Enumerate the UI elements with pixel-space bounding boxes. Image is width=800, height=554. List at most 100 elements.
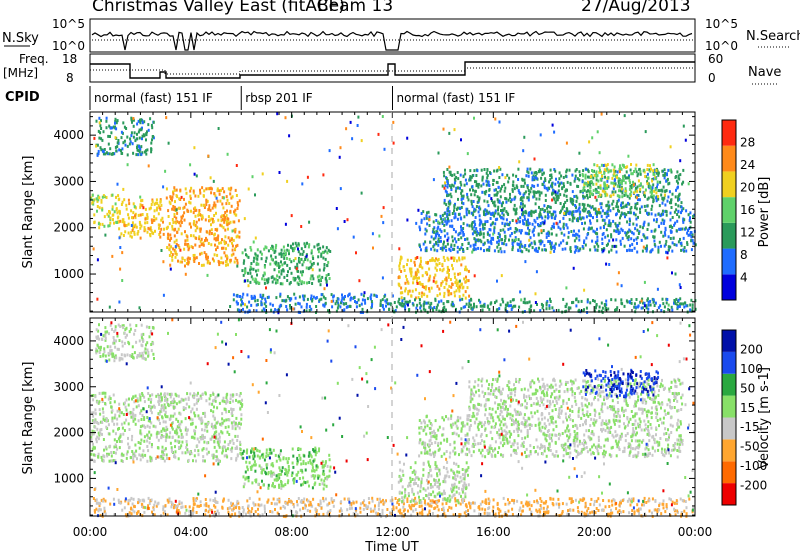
data-point (455, 284, 458, 287)
data-point (210, 223, 212, 227)
data-point (399, 291, 402, 295)
noise-point (417, 208, 420, 212)
noise-point (301, 182, 304, 186)
data-point (497, 212, 500, 216)
data-point (603, 226, 605, 229)
data-point (470, 306, 473, 310)
data-point (504, 222, 507, 226)
data-point (322, 256, 325, 260)
cpid-segments: normal (fast) 151 IF rbsp 201 IF normal (f… (89, 86, 515, 110)
data-point (583, 203, 586, 207)
data-point (100, 137, 103, 141)
data-point (444, 189, 447, 193)
data-point (385, 304, 387, 308)
data-point (214, 399, 217, 403)
data-point (543, 186, 546, 190)
data-point (430, 286, 433, 290)
data-point (158, 402, 161, 406)
data-point (544, 193, 547, 197)
data-point (517, 217, 520, 221)
data-point (150, 148, 153, 151)
data-point (260, 466, 263, 470)
data-point (187, 244, 190, 248)
data-point (475, 174, 478, 177)
data-point (161, 445, 164, 449)
data-point (403, 297, 406, 301)
data-point (146, 433, 149, 437)
data-point (687, 213, 690, 217)
data-point (615, 244, 618, 248)
data-point (420, 248, 422, 252)
data-point (304, 462, 307, 466)
data-point (292, 465, 295, 469)
data-point (306, 241, 308, 245)
data-point (138, 220, 141, 224)
data-point (503, 224, 506, 228)
data-point (144, 425, 147, 429)
data-point (100, 345, 102, 349)
data-point (297, 250, 300, 254)
noise-point (339, 146, 342, 150)
noise-point (602, 249, 605, 253)
data-point (101, 407, 104, 411)
data-point (393, 301, 396, 304)
data-point (150, 421, 153, 425)
data-point (629, 181, 632, 185)
data-point (291, 461, 294, 465)
freq-tick-bottom: 8 (66, 71, 74, 85)
data-point (184, 428, 187, 432)
data-point (205, 236, 207, 240)
data-point (604, 194, 607, 198)
noise-point (278, 171, 281, 174)
noise-point (433, 248, 436, 252)
data-point (136, 457, 138, 461)
data-point (581, 202, 584, 206)
data-point (195, 459, 197, 463)
data-point (299, 468, 302, 472)
data-point (146, 215, 149, 219)
data-point (552, 222, 555, 226)
data-point (118, 209, 121, 213)
data-point (317, 250, 320, 254)
data-point (132, 457, 135, 461)
data-point (608, 221, 611, 225)
data-point (263, 302, 266, 306)
data-point (490, 212, 493, 216)
data-point (227, 263, 229, 267)
data-point (513, 187, 516, 191)
data-point (647, 223, 650, 227)
data-point (131, 221, 134, 225)
data-point (438, 233, 440, 237)
data-point (474, 223, 477, 226)
data-point (487, 180, 490, 184)
data-point (434, 213, 437, 217)
data-point (478, 197, 481, 201)
data-point (614, 182, 617, 186)
data-point (236, 243, 239, 247)
data-point (183, 247, 186, 251)
data-point (254, 478, 257, 482)
data-point (649, 169, 652, 173)
data-point (482, 182, 485, 186)
data-point (464, 238, 466, 241)
data-point (224, 216, 227, 220)
noise-point (539, 133, 542, 137)
noise-point (514, 238, 517, 242)
noise-point (471, 250, 474, 254)
data-point (605, 299, 608, 303)
data-point (186, 243, 189, 247)
noise-point (442, 127, 445, 131)
noise-point (193, 172, 196, 176)
data-point (358, 304, 361, 308)
data-point (470, 202, 473, 206)
data-point (472, 200, 475, 203)
data-point (513, 197, 516, 201)
data-point (113, 341, 116, 345)
data-point (633, 305, 636, 309)
data-point (226, 217, 229, 221)
data-point (150, 229, 153, 232)
data-point (569, 247, 572, 251)
data-point (135, 153, 138, 157)
data-point (679, 237, 681, 241)
data-point (468, 210, 471, 214)
